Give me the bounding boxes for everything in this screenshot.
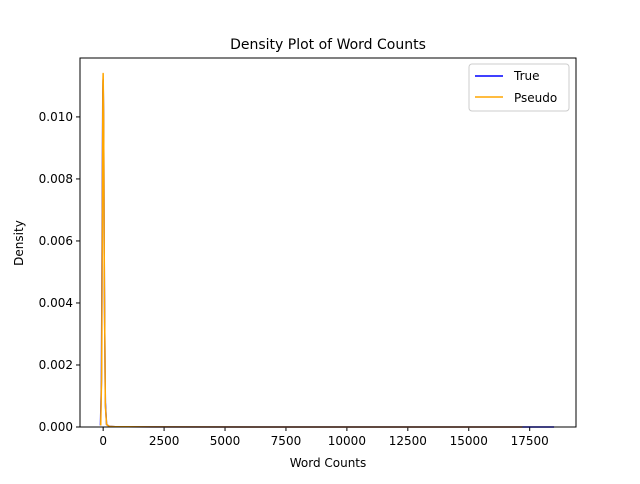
- chart-title: Density Plot of Word Counts: [230, 37, 426, 53]
- legend: True Pseudo: [468, 63, 570, 112]
- x-tick-label: 12500: [389, 434, 427, 448]
- x-tick-label: 17500: [511, 434, 549, 448]
- x-axis-label: Word Counts: [290, 456, 367, 470]
- series-line-pseudo: [99, 72, 523, 428]
- x-tick-label: 0: [99, 434, 107, 448]
- y-tick-label: 0.000: [39, 420, 73, 434]
- y-tick-label: 0.008: [39, 172, 73, 186]
- legend-label-true: True: [513, 69, 540, 83]
- y-axis-label: Density: [12, 220, 26, 266]
- legend-label-pseudo: Pseudo: [514, 91, 557, 105]
- y-tick-label: 0.004: [39, 296, 73, 310]
- x-tick-label: 15000: [450, 434, 488, 448]
- y-tick-label: 0.010: [39, 110, 73, 124]
- plot-frame: [79, 57, 577, 428]
- x-tick-label: 7500: [271, 434, 302, 448]
- y-tick-label: 0.002: [39, 358, 73, 372]
- x-tick-label: 5000: [210, 434, 241, 448]
- x-tick-label: 10000: [328, 434, 366, 448]
- y-tick-label: 0.006: [39, 234, 73, 248]
- x-tick-label: 2500: [149, 434, 180, 448]
- series-line-true: [99, 78, 555, 428]
